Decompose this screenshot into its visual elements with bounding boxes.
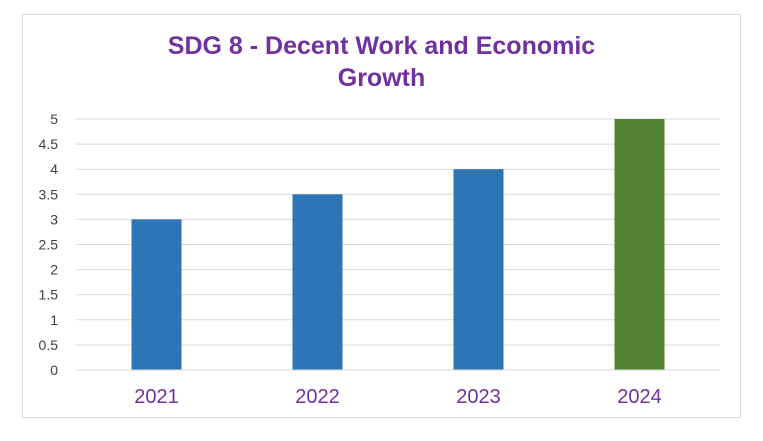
x-tick-label: 2022 — [295, 386, 340, 408]
y-tick-label: 4 — [50, 161, 58, 177]
chart-title-line-1: SDG 8 - Decent Work and Economic — [167, 32, 596, 60]
y-tick-label: 3 — [50, 211, 58, 227]
y-tick-label: 3.5 — [39, 186, 59, 202]
bar-2022 — [292, 194, 343, 370]
gridlines — [76, 118, 720, 346]
y-tick-label: 5 — [50, 111, 58, 127]
bar-2023 — [453, 169, 504, 370]
y-tick-label: 0.5 — [39, 337, 59, 353]
y-tick-label: 1 — [50, 312, 58, 328]
bar-2024 — [614, 119, 665, 370]
y-tick-label: 4.5 — [39, 136, 59, 152]
x-axis-ticks: 2021 2022 2023 2024 — [134, 386, 662, 408]
bar-2021 — [131, 219, 182, 370]
chart-title: SDG 8 - Decent Work and Economic Growth — [22, 30, 741, 94]
y-tick-label: 1.5 — [39, 287, 59, 303]
y-axis-ticks: 0 0.5 1 1.5 2 2.5 3 3.5 4 4.5 5 — [39, 111, 59, 378]
x-tick-label: 2021 — [134, 386, 179, 408]
y-tick-label: 0 — [50, 362, 58, 378]
chart-title-line-2: Growth — [337, 64, 426, 92]
y-tick-label: 2 — [50, 262, 58, 278]
x-tick-label: 2024 — [617, 386, 662, 408]
x-tick-label: 2023 — [456, 386, 501, 408]
bars — [131, 119, 665, 370]
y-tick-label: 2.5 — [39, 237, 59, 253]
